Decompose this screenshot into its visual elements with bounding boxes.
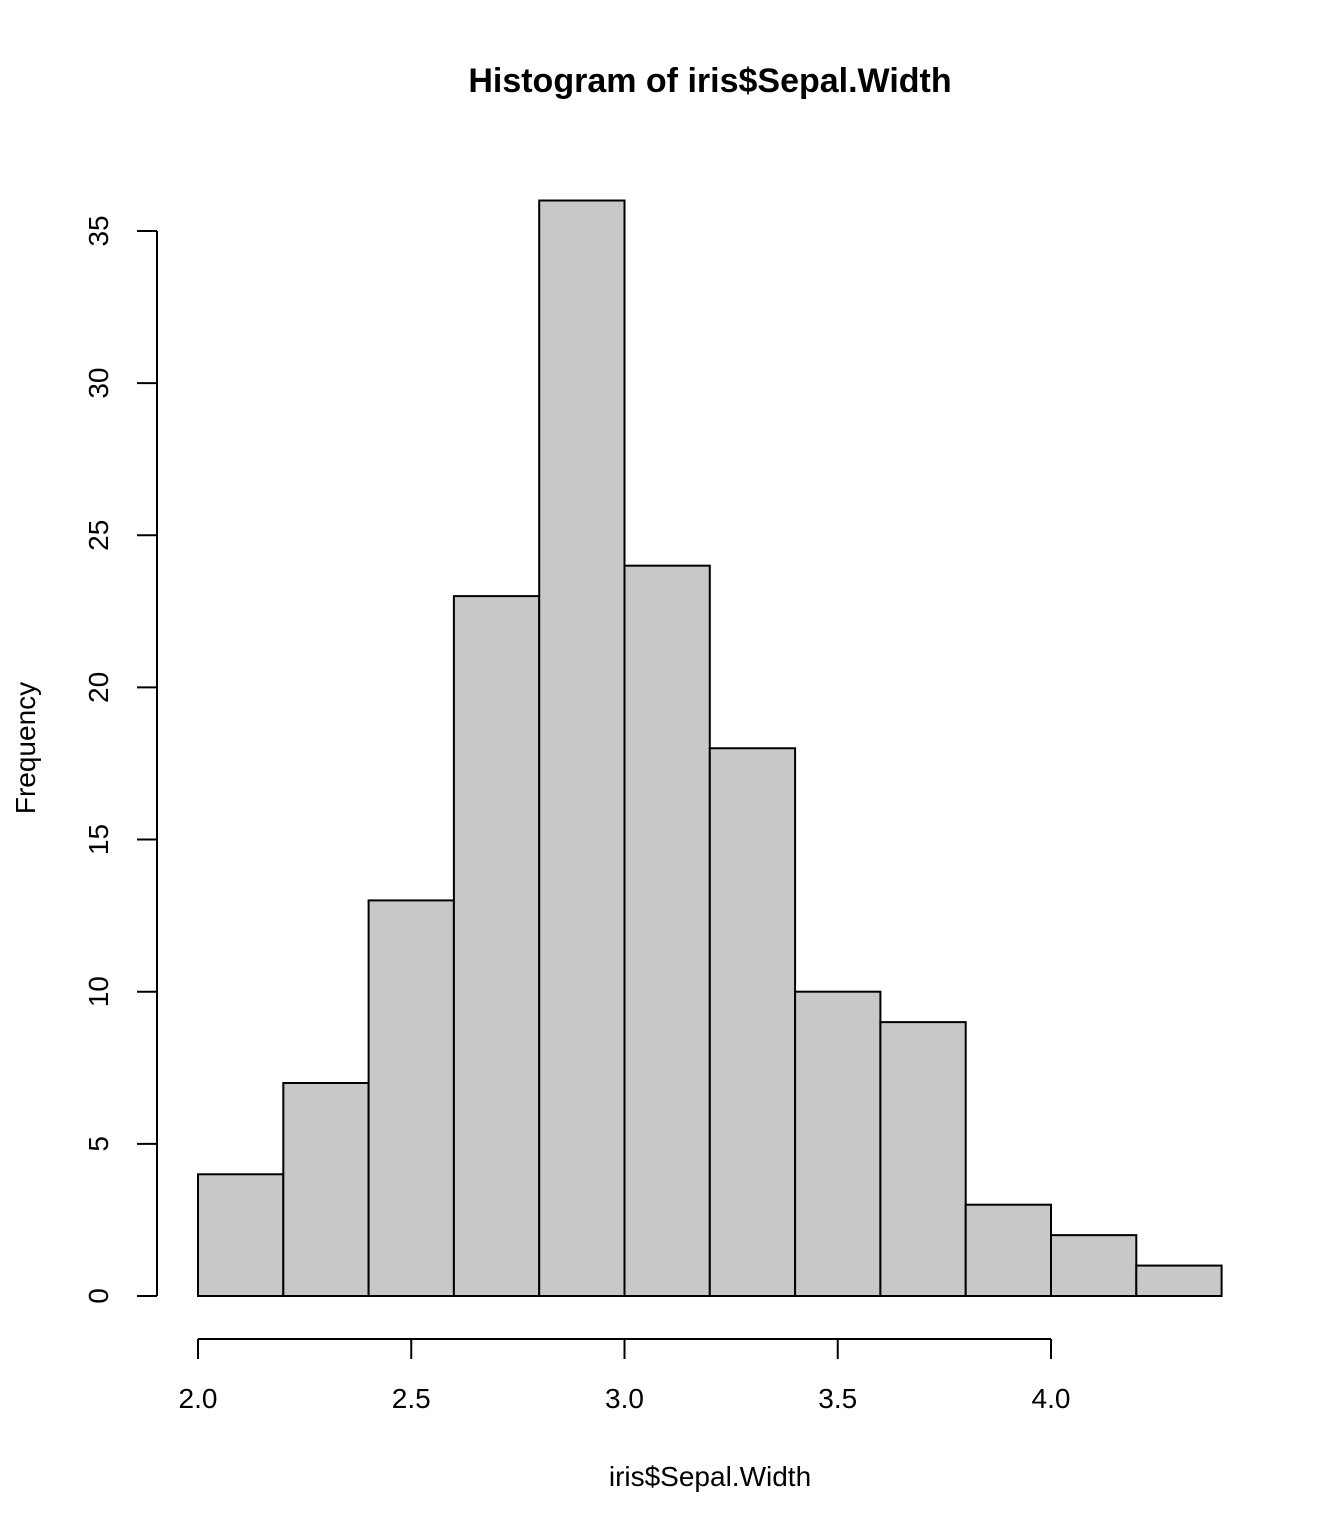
y-tick-label: 30: [83, 368, 114, 399]
histogram-bar: [708, 747, 797, 1297]
histogram-bar: [1135, 1264, 1223, 1297]
x-tick-label: 2.0: [179, 1383, 218, 1414]
histogram-bar: [879, 1021, 967, 1297]
x-tick-label: 3.5: [818, 1383, 857, 1414]
y-tick-label: 15: [83, 824, 114, 855]
histogram-bar: [538, 199, 626, 1297]
x-axis: 2.0 2.5 3.0 3.5 4.0: [179, 1338, 1071, 1414]
histogram-bar: [623, 564, 711, 1297]
x-axis-label: iris$Sepal.Width: [609, 1461, 811, 1492]
histogram-bar: [197, 1173, 285, 1298]
x-tick-label: 3.0: [605, 1383, 644, 1414]
histogram-bar: [794, 990, 882, 1297]
y-tick-label: 25: [83, 520, 114, 551]
x-tick-label: 4.0: [1032, 1383, 1071, 1414]
histogram-bar: [282, 1081, 370, 1297]
chart-title: Histogram of iris$Sepal.Width: [468, 62, 951, 100]
y-axis: 0 5 10 15 20 25 30 35: [83, 215, 158, 1304]
y-tick-label: 5: [83, 1136, 114, 1152]
y-tick-label: 0: [83, 1288, 114, 1304]
histogram-bar: [1050, 1234, 1138, 1298]
x-tick-label: 2.5: [392, 1383, 431, 1414]
y-tick-label: 20: [83, 672, 114, 703]
histogram-bar: [367, 899, 455, 1297]
y-axis-label: Frequency: [10, 682, 41, 814]
bars: [197, 199, 1223, 1298]
y-tick-label: 35: [83, 215, 114, 246]
histogram-bar: [452, 595, 541, 1297]
histogram-bar: [964, 1203, 1053, 1297]
y-tick-label: 10: [83, 976, 114, 1007]
